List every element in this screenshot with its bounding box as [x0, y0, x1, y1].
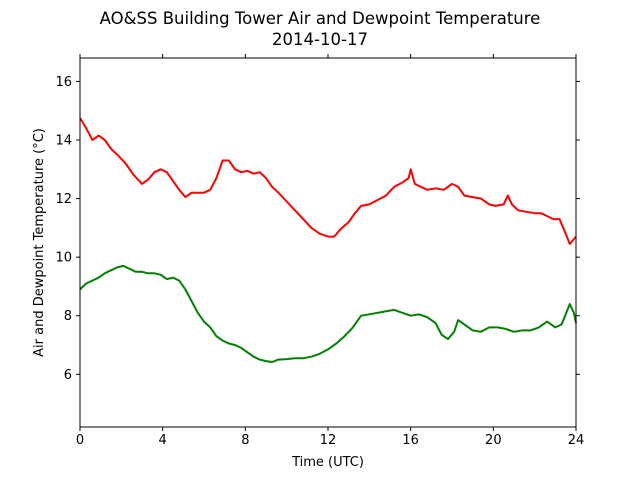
x-tick-label: 16	[402, 433, 419, 448]
series-line-2	[79, 264, 577, 363]
x-tick-label: 8	[241, 433, 249, 448]
y-tick-label: 8	[64, 309, 72, 324]
x-tick-label: 12	[320, 433, 337, 448]
series-line-1	[79, 117, 577, 245]
x-tick-label: 0	[76, 433, 84, 448]
x-tick-label: 4	[159, 433, 167, 448]
tick-layer: 0 4 8 12 16 20 24 6 8 10 12 14 16	[55, 54, 584, 448]
y-tick-label: 12	[55, 192, 72, 207]
y-tick-label: 16	[55, 75, 72, 90]
x-tick-label: 24	[568, 433, 585, 448]
chart-title: AO&SS Building Tower Air and Dewpoint Te…	[100, 9, 541, 28]
chart-subtitle: 2014-10-17	[272, 30, 368, 49]
plot-frame	[79, 57, 577, 428]
x-axis-label: Time (UTC)	[291, 455, 364, 470]
x-tick-label: 20	[485, 433, 502, 448]
series-layer	[79, 117, 577, 363]
y-axis-label: Air and Dewpoint Temperature (°C)	[32, 128, 47, 357]
y-tick-label: 6	[64, 368, 72, 383]
y-tick-label: 14	[55, 134, 72, 149]
y-tick-label: 10	[55, 251, 72, 266]
